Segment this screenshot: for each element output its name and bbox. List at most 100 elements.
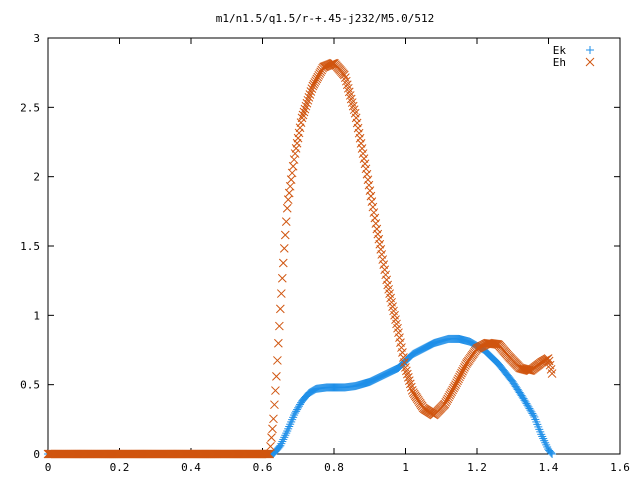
point-ek [548,450,557,458]
point-ek [518,393,527,402]
point-eh [374,234,384,244]
point-eh [282,203,292,213]
point-eh [265,449,274,459]
point-eh [362,169,372,179]
point-ek [295,402,304,411]
point-eh [373,229,383,239]
plot-frame [47,37,621,455]
point-eh [279,244,289,253]
point-ek [277,439,286,448]
x-tick-label: 1.4 [539,461,559,474]
point-eh [278,258,288,268]
point-ek [287,417,296,426]
legend-marker-ek [586,46,594,54]
point-eh [364,180,374,190]
point-eh [277,273,287,283]
legend-label-ek: Ek [553,44,567,57]
point-eh [367,197,377,206]
point-eh [348,101,358,111]
point-eh [352,118,362,128]
point-eh [275,304,285,314]
y-tick-label: 1.5 [20,240,40,253]
point-ek [522,399,531,408]
point-eh [406,382,416,392]
point-eh [342,80,352,90]
point-eh [543,354,553,363]
point-ek [542,440,551,449]
legend-marker-eh [585,57,595,67]
series-eh [43,58,557,459]
point-eh [355,133,365,143]
point-ek [526,406,535,415]
point-ek [523,401,532,410]
series-ek [44,334,557,458]
point-eh [292,138,302,148]
point-eh [368,202,378,212]
point-ek [540,436,549,445]
point-eh [272,372,281,381]
point-ek [286,420,295,429]
point-eh [363,175,373,185]
y-tick-label: 2 [33,171,40,184]
point-eh [359,154,369,164]
point-eh [382,275,392,285]
point-ek [547,448,556,457]
point-eh [356,139,366,148]
x-tick-label: 0.2 [110,461,130,474]
point-eh [405,379,415,389]
point-eh [357,144,367,153]
point-eh [281,217,291,227]
point-eh [402,366,411,376]
chart-title: m1/n1.5/q1.5/r-+.45-j232/M5.0/512 [216,12,435,25]
point-eh [371,219,381,228]
point-ek [527,407,536,416]
point-ek [294,403,303,412]
point-eh [380,265,390,275]
point-eh [306,87,316,96]
point-eh [379,260,389,269]
point-ek [292,407,301,416]
point-eh [263,449,272,459]
point-eh [299,107,309,117]
point-eh [358,149,368,158]
point-eh [402,369,412,379]
point-eh [547,369,557,378]
x-tick-label: 0.6 [253,461,273,474]
point-eh [404,376,414,385]
point-eh [269,414,278,424]
point-eh [303,95,313,105]
point-eh [261,449,270,459]
point-eh [341,76,351,86]
point-eh [365,186,375,196]
point-eh [353,123,363,133]
point-eh [268,424,277,434]
point-eh [267,433,276,442]
x-tick-label: 0.8 [324,461,344,474]
point-eh [301,101,311,111]
x-tick-label: 1 [402,461,409,474]
point-ek [281,431,290,440]
point-eh [295,123,305,133]
point-ek [296,400,305,409]
point-eh [274,338,283,348]
point-ek [529,411,538,420]
point-eh [276,289,286,298]
y-tick-label: 3 [33,32,40,45]
x-tick-label: 0.4 [181,461,201,474]
data-marks [43,58,557,459]
x-tick-label: 0 [45,461,52,474]
point-eh [376,245,386,254]
point-eh [347,98,357,107]
point-eh [381,270,391,280]
point-ek [521,397,530,406]
point-eh [339,70,349,80]
y-tick-label: 2.5 [20,101,40,114]
point-eh [369,208,379,217]
point-ek [276,441,285,450]
point-eh [294,128,304,138]
point-ek [539,434,548,443]
point-ek [282,429,291,438]
point-eh [351,113,361,123]
